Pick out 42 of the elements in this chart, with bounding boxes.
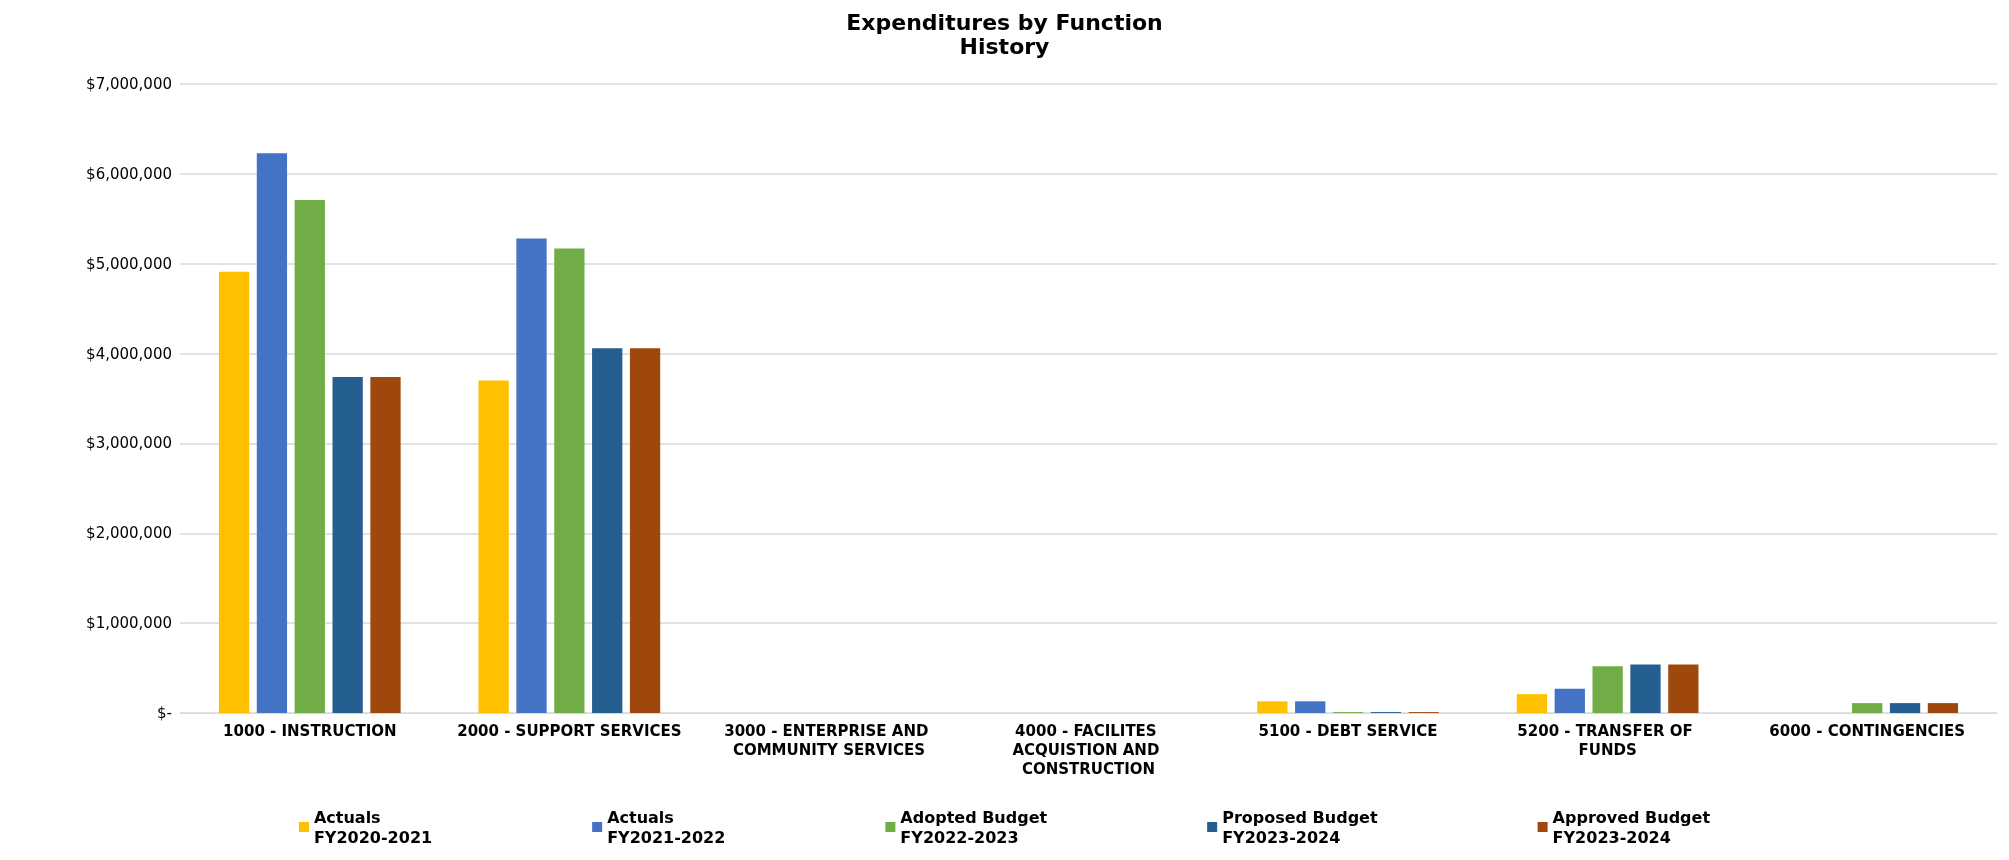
y-tick-label: $2,000,000 xyxy=(86,524,172,543)
legend-label: Adopted Budget FY2022-2023 xyxy=(900,807,1048,847)
x-tick-label: 5200 - TRANSFER OF FUNDS xyxy=(1517,721,1698,759)
bar xyxy=(592,348,623,713)
x-tick-label: 3000 - ENTERPRISE AND COMMUNITY SERVICES xyxy=(724,721,934,759)
bar xyxy=(1889,703,1921,713)
y-tick-label: $6,000,000 xyxy=(86,164,172,183)
bar xyxy=(294,199,325,713)
bar xyxy=(1295,701,1326,713)
y-tick-label: $7,000,000 xyxy=(86,75,172,93)
x-tick-label: 1000 - INSTRUCTION xyxy=(223,721,397,740)
bar xyxy=(1668,664,1699,713)
chart-title: Expenditures by Function xyxy=(846,9,1163,35)
bar xyxy=(629,348,661,713)
x-tick-label: 2000 - SUPPORT SERVICES xyxy=(457,721,682,740)
bar xyxy=(478,380,509,713)
bar xyxy=(332,376,363,713)
bar xyxy=(1852,703,1883,713)
bar xyxy=(516,238,547,713)
x-tick-label: 5100 - DEBT SERVICE xyxy=(1258,721,1438,740)
bar xyxy=(256,153,288,713)
legend-label: Proposed Budget FY2023-2024 xyxy=(1222,807,1378,847)
chart-subtitle: History xyxy=(959,33,1050,59)
bar xyxy=(1927,703,1959,713)
bar xyxy=(554,248,585,713)
bar xyxy=(218,271,250,713)
bar xyxy=(1516,694,1548,713)
bar xyxy=(1630,664,1661,713)
y-tick-label: $4,000,000 xyxy=(86,344,172,363)
y-tick-label: $5,000,000 xyxy=(86,254,172,273)
bar xyxy=(1592,666,1623,713)
legend-label: Actuals FY2020-2021 xyxy=(313,807,433,847)
y-tick-label: $- xyxy=(157,704,172,722)
legend-label: Approved Budget FY2023-2024 xyxy=(1552,807,1711,847)
y-tick-label: $3,000,000 xyxy=(86,434,172,453)
bar xyxy=(1554,688,1585,713)
x-tick-label: 6000 - CONTINGENCIES xyxy=(1769,721,1966,740)
legend-label: Actuals FY2021-2022 xyxy=(607,807,726,847)
x-tick-label: 4000 - FACILITES ACQUISTION AND CONSTRUCTION xyxy=(1012,721,1165,778)
y-tick-label: $1,000,000 xyxy=(86,614,172,633)
bar xyxy=(370,376,401,713)
bar xyxy=(1257,701,1288,713)
